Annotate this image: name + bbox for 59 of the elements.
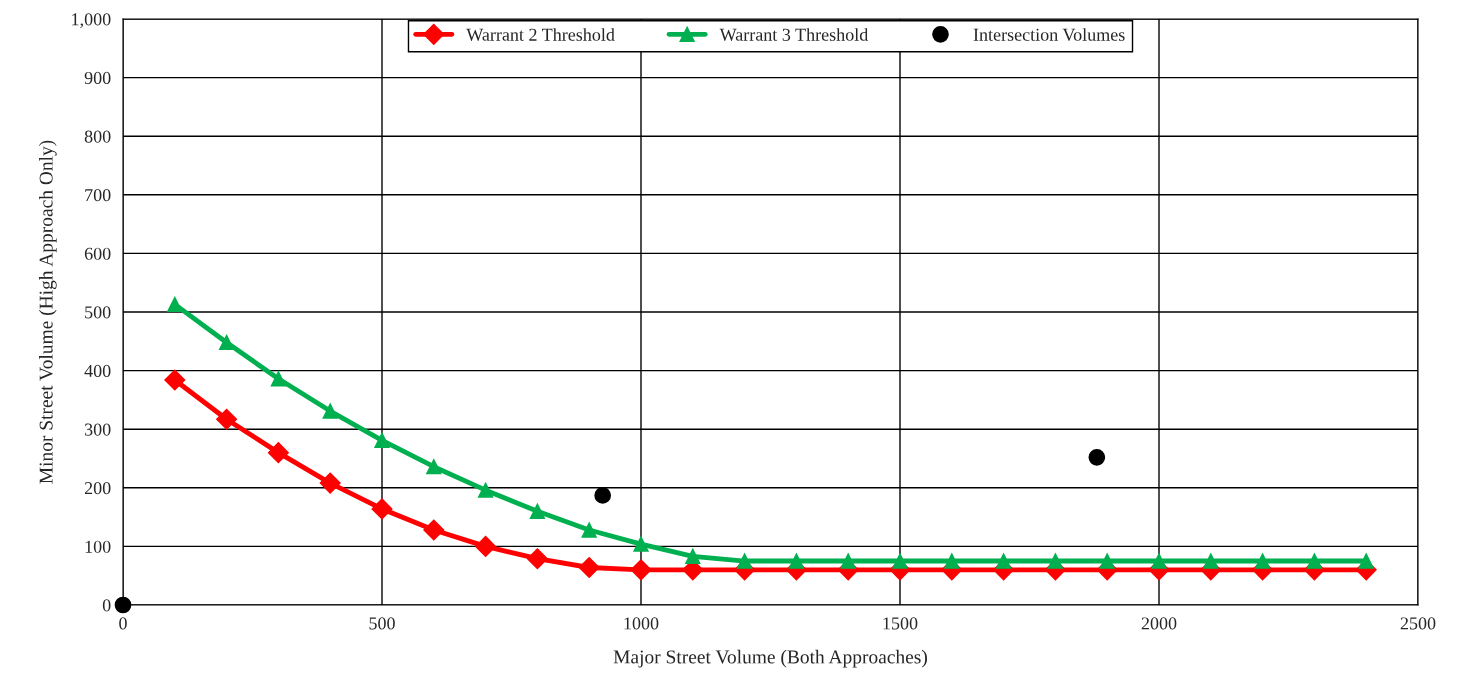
- legend-label: Warrant 2 Threshold: [466, 28, 615, 41]
- point: [594, 487, 612, 504]
- x-tick-label: 2500: [1400, 617, 1436, 630]
- point: [1088, 448, 1106, 466]
- y-tick-label: 1,000: [72, 13, 111, 29]
- x-tick-label: 2000: [1141, 617, 1177, 630]
- point: [164, 369, 186, 391]
- x-tick-label: 0: [119, 617, 127, 630]
- point: [218, 334, 235, 351]
- point: [529, 503, 546, 519]
- y-tick-label: 700: [85, 189, 111, 202]
- point: [374, 432, 390, 448]
- y-tick-label: 100: [85, 540, 111, 553]
- point: [1306, 553, 1323, 569]
- x-tick-label: 500: [369, 617, 395, 630]
- point: [685, 548, 701, 565]
- point: [630, 559, 652, 581]
- point: [526, 548, 548, 570]
- y-tick-label: 200: [84, 482, 111, 495]
- point: [270, 371, 287, 387]
- point: [840, 553, 856, 569]
- point: [319, 472, 341, 494]
- y-tick-label: 500: [85, 306, 111, 319]
- point: [1151, 553, 1167, 569]
- point: [426, 459, 442, 475]
- y-tick-label: 800: [84, 130, 111, 143]
- point: [1047, 553, 1064, 569]
- point: [1203, 553, 1219, 569]
- x-tick-label: 1500: [883, 617, 918, 630]
- x-axis-title: Major Street Volume (Both Approaches): [613, 649, 927, 668]
- point: [477, 482, 494, 498]
- point: [322, 403, 338, 419]
- point: [578, 556, 600, 579]
- x-tick-label: 1000: [624, 617, 659, 630]
- point: [267, 442, 289, 464]
- point: [944, 553, 960, 569]
- point: [423, 519, 445, 541]
- point: [371, 498, 393, 520]
- point: [1358, 553, 1374, 569]
- point: [892, 553, 908, 569]
- point: [114, 596, 132, 614]
- y-tick-label: 900: [84, 71, 111, 85]
- point: [788, 553, 805, 569]
- y-tick-label: 600: [84, 247, 111, 260]
- point: [633, 536, 649, 552]
- y-tick-label: 400: [84, 364, 111, 378]
- legend-label: Warrant 3 Threshold: [719, 28, 869, 41]
- point: [167, 296, 183, 313]
- y-axis-title: Minor Street Volume (High Approach Only): [38, 140, 57, 484]
- legend-label: Intersection Volumes: [973, 28, 1125, 41]
- point: [216, 408, 238, 430]
- point: [1099, 553, 1115, 569]
- point: [581, 522, 597, 538]
- y-tick-label: 0: [102, 599, 111, 612]
- y-tick-label: 300: [84, 423, 111, 436]
- point: [736, 553, 753, 569]
- point: [995, 553, 1012, 569]
- point: [475, 535, 497, 557]
- point: [1254, 553, 1271, 569]
